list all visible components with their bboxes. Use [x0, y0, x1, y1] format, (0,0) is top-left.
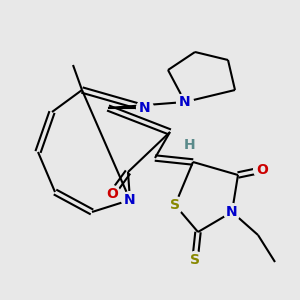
- Text: S: S: [190, 253, 200, 267]
- Circle shape: [103, 186, 120, 202]
- Circle shape: [177, 94, 194, 110]
- Text: N: N: [226, 205, 238, 219]
- Text: O: O: [106, 187, 118, 201]
- Circle shape: [254, 162, 270, 178]
- Text: N: N: [124, 193, 136, 207]
- Circle shape: [167, 196, 183, 213]
- Circle shape: [122, 192, 138, 208]
- Text: H: H: [184, 138, 196, 152]
- Circle shape: [136, 100, 153, 116]
- Text: N: N: [179, 95, 191, 109]
- Circle shape: [182, 136, 198, 153]
- Circle shape: [187, 252, 203, 268]
- Text: N: N: [139, 101, 151, 115]
- Text: O: O: [256, 163, 268, 177]
- Circle shape: [224, 204, 240, 220]
- Text: S: S: [170, 198, 180, 212]
